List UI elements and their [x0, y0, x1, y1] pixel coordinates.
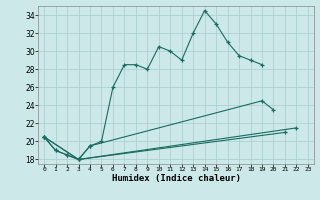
X-axis label: Humidex (Indice chaleur): Humidex (Indice chaleur)	[111, 174, 241, 183]
